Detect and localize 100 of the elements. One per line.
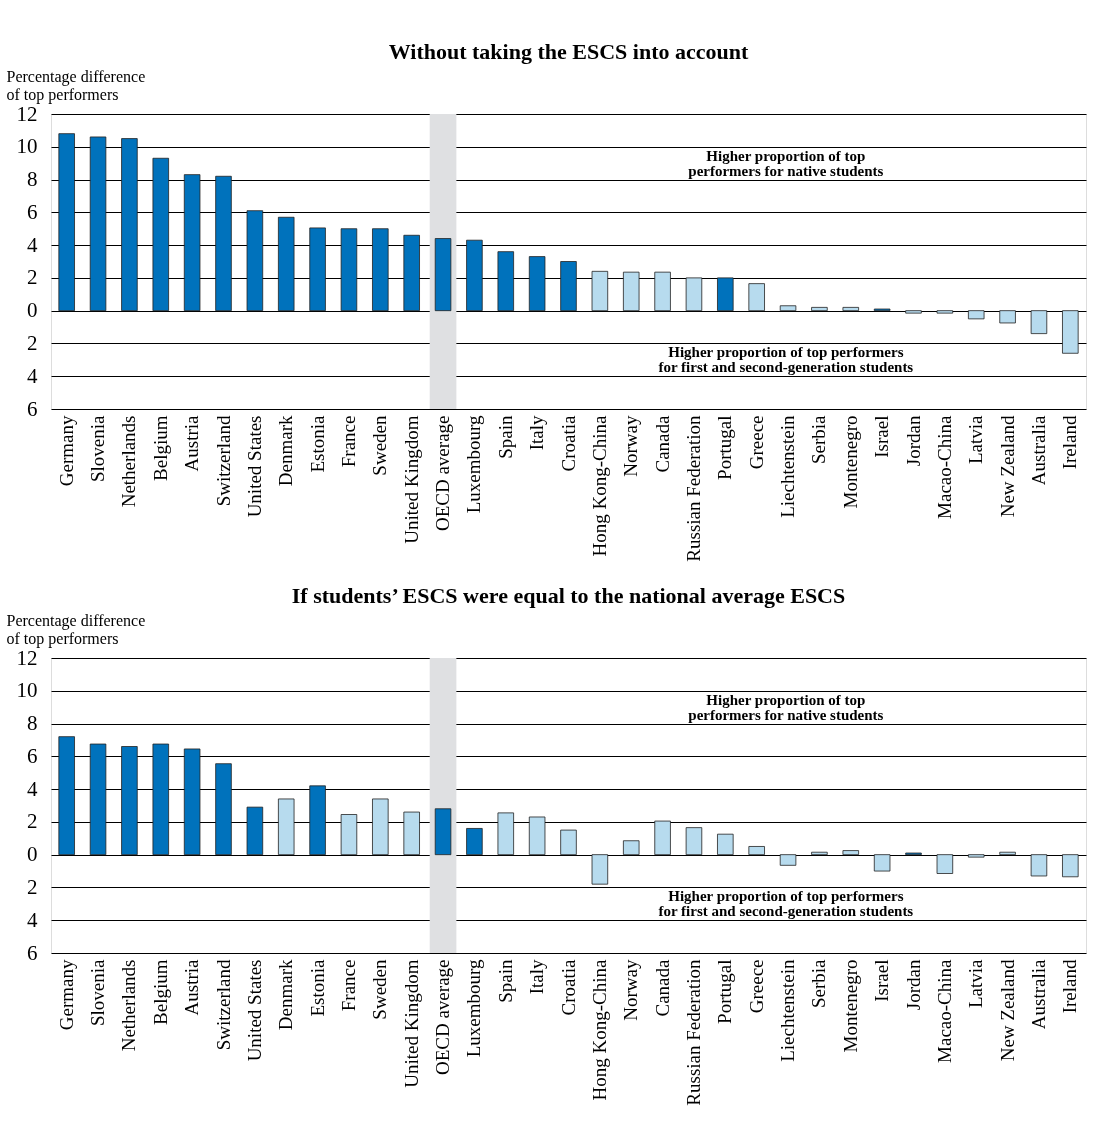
y-axis-title: Percentage difference of top performers [6, 67, 146, 104]
bar [497, 251, 515, 312]
x-tick-label: Sweden [369, 415, 391, 476]
bar [246, 210, 264, 312]
y-tick-label: 4 [27, 907, 38, 932]
x-tick-label: Ireland [1059, 959, 1081, 1014]
bar [967, 854, 985, 858]
bar [309, 785, 326, 856]
bar [748, 283, 765, 312]
bar [152, 157, 170, 312]
bar [403, 234, 420, 312]
x-tick-label: Jordan [902, 415, 924, 467]
x-tick-label: Austria [181, 414, 203, 472]
x-tick-label: United States [243, 959, 265, 1062]
bar [779, 854, 797, 866]
bar [58, 736, 75, 856]
x-tick-label: United Kingdom [400, 415, 422, 544]
bar [560, 261, 577, 312]
y-tick-label: 2 [27, 809, 38, 834]
x-tick-label: New Zealand [996, 959, 1018, 1062]
x-tick-label: Macao-China [933, 414, 955, 519]
bar [309, 227, 326, 312]
bar [999, 310, 1016, 324]
bar [215, 763, 232, 856]
x-tick-label: United Kingdom [400, 959, 422, 1088]
y-tick-label: 2 [27, 874, 38, 899]
bar [811, 851, 828, 856]
bar [936, 310, 954, 314]
x-tick-label: Netherlands [118, 959, 140, 1052]
x-tick-label: Israel [871, 959, 893, 1002]
bar [121, 746, 138, 856]
bar [58, 133, 75, 312]
x-tick-label: Montenegro [839, 415, 861, 509]
x-tick-label: Greece [745, 415, 767, 470]
x-tick-label: Denmark [275, 959, 297, 1031]
x-tick-label: OECD average [432, 415, 454, 532]
bar [842, 850, 860, 856]
annotation: Higher proportion of top performers for native students [688, 147, 884, 179]
bar [528, 816, 546, 856]
bar [936, 854, 954, 874]
x-tick-label: Australia [1027, 414, 1049, 486]
bar [372, 798, 389, 856]
bar [403, 811, 420, 856]
y-tick-label: 4 [27, 776, 38, 801]
y-tick-label: 0 [27, 298, 38, 323]
x-tick-label: Portugal [714, 415, 736, 480]
bar [905, 310, 922, 314]
x-tick-label: Liechtenstein [777, 959, 799, 1062]
chart-title: If students’ ESCS were equal to the national average ESCS [291, 583, 846, 608]
bar [246, 806, 264, 856]
bar [466, 828, 483, 856]
y-tick-label: 10 [16, 134, 38, 159]
bar [622, 840, 640, 856]
y-tick-label: 4 [27, 232, 38, 257]
bar [1062, 854, 1079, 878]
x-tick-label: Austria [181, 958, 203, 1016]
bar [654, 820, 671, 856]
bar [967, 310, 985, 320]
bar [434, 808, 452, 856]
x-tick-label: United States [243, 415, 265, 518]
x-tick-label: Latvia [965, 958, 987, 1009]
x-tick-label: Italy [526, 959, 548, 995]
y-tick-label: 4 [27, 363, 38, 388]
x-tick-label: Belgium [149, 959, 171, 1025]
x-tick-label: Luxembourg [463, 415, 485, 514]
bar [1062, 310, 1079, 354]
annotation: Higher proportion of top performers for first and second-generation students [658, 888, 914, 920]
y-tick-label: 2 [27, 330, 38, 355]
x-tick-label: France [337, 959, 359, 1012]
bar [685, 277, 703, 312]
bar [1030, 310, 1048, 335]
x-tick-label: Croatia [557, 958, 579, 1016]
x-tick-label: Portugal [714, 959, 736, 1024]
x-tick-label: Slovenia [87, 958, 109, 1026]
x-tick-label: Switzerland [212, 959, 234, 1051]
x-tick-label: Liechtenstein [777, 415, 799, 518]
bar [622, 271, 640, 312]
bar [89, 743, 107, 856]
bar [89, 136, 107, 312]
bar [372, 228, 389, 312]
y-tick-label: 6 [27, 396, 38, 421]
x-tick-label: Spain [494, 959, 516, 1003]
y-tick-label: 8 [27, 711, 38, 736]
bar [215, 175, 232, 312]
bar [277, 216, 295, 312]
x-tick-label: OECD average [432, 959, 454, 1076]
x-tick-label: Denmark [275, 415, 297, 487]
x-tick-label: Germany [55, 415, 77, 487]
y-tick-label: 6 [27, 743, 38, 768]
bar [717, 833, 734, 856]
x-tick-label: Spain [494, 415, 516, 459]
y-tick-label: 0 [27, 842, 38, 867]
x-tick-label: Estonia [306, 414, 328, 473]
x-tick-label: Slovenia [87, 414, 109, 482]
bar [121, 138, 138, 312]
x-tick-label: Macao-China [933, 958, 955, 1063]
y-tick-label: 2 [27, 265, 38, 290]
x-tick-label: Belgium [149, 415, 171, 481]
x-tick-label: Germany [55, 959, 77, 1031]
bar [1030, 854, 1048, 877]
